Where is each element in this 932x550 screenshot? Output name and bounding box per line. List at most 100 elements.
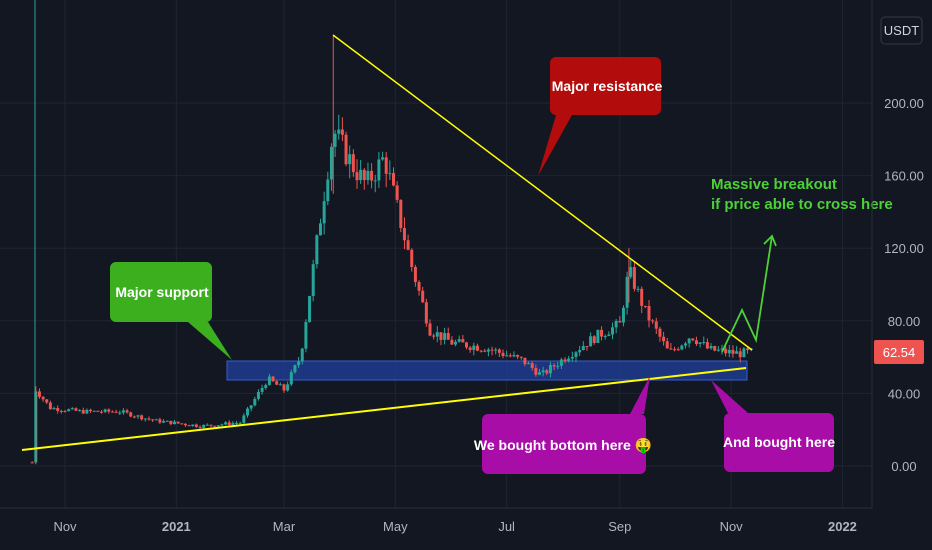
candle-body [556,365,560,367]
candle-body [173,421,176,425]
y-tick-label: 160.00 [884,169,924,184]
candle-body [621,307,625,323]
candle-body [81,410,85,414]
candle-body [651,320,655,322]
breakout-projection-arrow [721,235,773,353]
candle-body [311,264,315,297]
candle-body [519,356,523,358]
candle-body [202,424,206,428]
candle-body [417,282,421,291]
candle-body [344,134,348,165]
candle-body [746,348,750,351]
callout-bought-here-text: And bought here [723,434,835,450]
candle-body [264,384,268,388]
candle-body [271,376,275,382]
candle-body [121,410,125,413]
candle-body [362,169,366,181]
candle-body [96,410,100,412]
candle-body [505,355,509,357]
candle-body [727,349,731,354]
time-axis[interactable]: Nov 2021 Mar May Jul Sep Nov 2022 [0,507,872,534]
candle-body [439,332,443,340]
candle-body [497,349,501,353]
x-tick-label: Nov [720,519,744,534]
candle-body [475,345,479,351]
currency-label-box[interactable]: USDT [880,16,923,45]
candle-body [647,305,651,321]
candle-body [114,411,118,413]
candle-body [355,172,359,181]
callout-bought-bottom-text: We bought bottom here 🤑 [474,437,652,454]
candle-body [180,423,184,425]
candle-body [319,223,322,236]
candle-body [424,302,428,324]
candle-body [691,338,695,341]
callout-major-support-text: Major support [115,284,209,300]
candle-body [421,290,425,303]
candle-body [494,349,498,351]
candle-body [110,411,114,413]
callout-bought-here: And bought here [711,380,835,472]
candle-body [632,267,636,289]
price-axis[interactable]: 200.00 160.00 120.00 80.00 40.00 0.00 [871,0,924,508]
candle-body [348,154,352,165]
candle-body [724,348,728,354]
candle-body [676,349,680,351]
candle-body [213,425,217,427]
support-trendline [21,367,747,451]
candle-body [669,348,673,350]
candle-body [596,329,600,343]
candle-body [662,336,666,342]
candle-body [465,342,468,348]
candle-body [479,350,483,352]
candle-body [78,410,82,412]
candle-body [52,408,56,410]
candle-body [118,412,122,414]
candle-body [545,370,549,374]
candle-body [366,170,370,181]
candle-body [249,405,253,409]
candle-body [92,410,96,412]
candle-body [205,424,209,426]
candle-body [388,173,392,175]
candle-body [176,421,180,424]
candle-body [530,363,534,369]
candlestick-series [30,0,753,465]
candle-body [297,361,301,366]
candle-body [56,408,60,411]
candle-body [654,321,658,329]
candle-body [731,349,735,354]
candle-body [735,351,739,354]
resistance-trendline [332,34,753,351]
candle-body [275,381,279,385]
candle-body [162,421,166,423]
breakout-annotation-line1: Massive breakout [711,176,837,193]
candle-body [705,342,709,349]
y-tick-label: 0.00 [891,459,916,474]
candle-body [446,333,450,340]
candle-body [289,372,293,385]
candle-body [143,418,147,420]
candle-body [472,345,476,350]
candle-body [151,419,155,421]
candle-body [351,154,355,173]
candle-body [340,129,344,135]
candle-body [592,336,596,343]
candle-body [687,338,691,344]
candle-body [402,228,406,241]
candle-body [658,328,662,337]
candle-body [680,345,684,350]
candle-body [702,342,706,344]
y-tick-label: 120.00 [884,241,924,256]
candle-body [315,235,319,265]
candle-body [41,396,45,400]
candle-body [578,350,582,353]
candle-body [618,320,622,323]
x-tick-label: Jul [498,519,515,534]
candle-body [59,410,63,412]
candle-body [293,365,297,373]
candle-body [713,346,717,351]
x-tick-label: Nov [53,519,77,534]
candle-body [640,288,644,306]
